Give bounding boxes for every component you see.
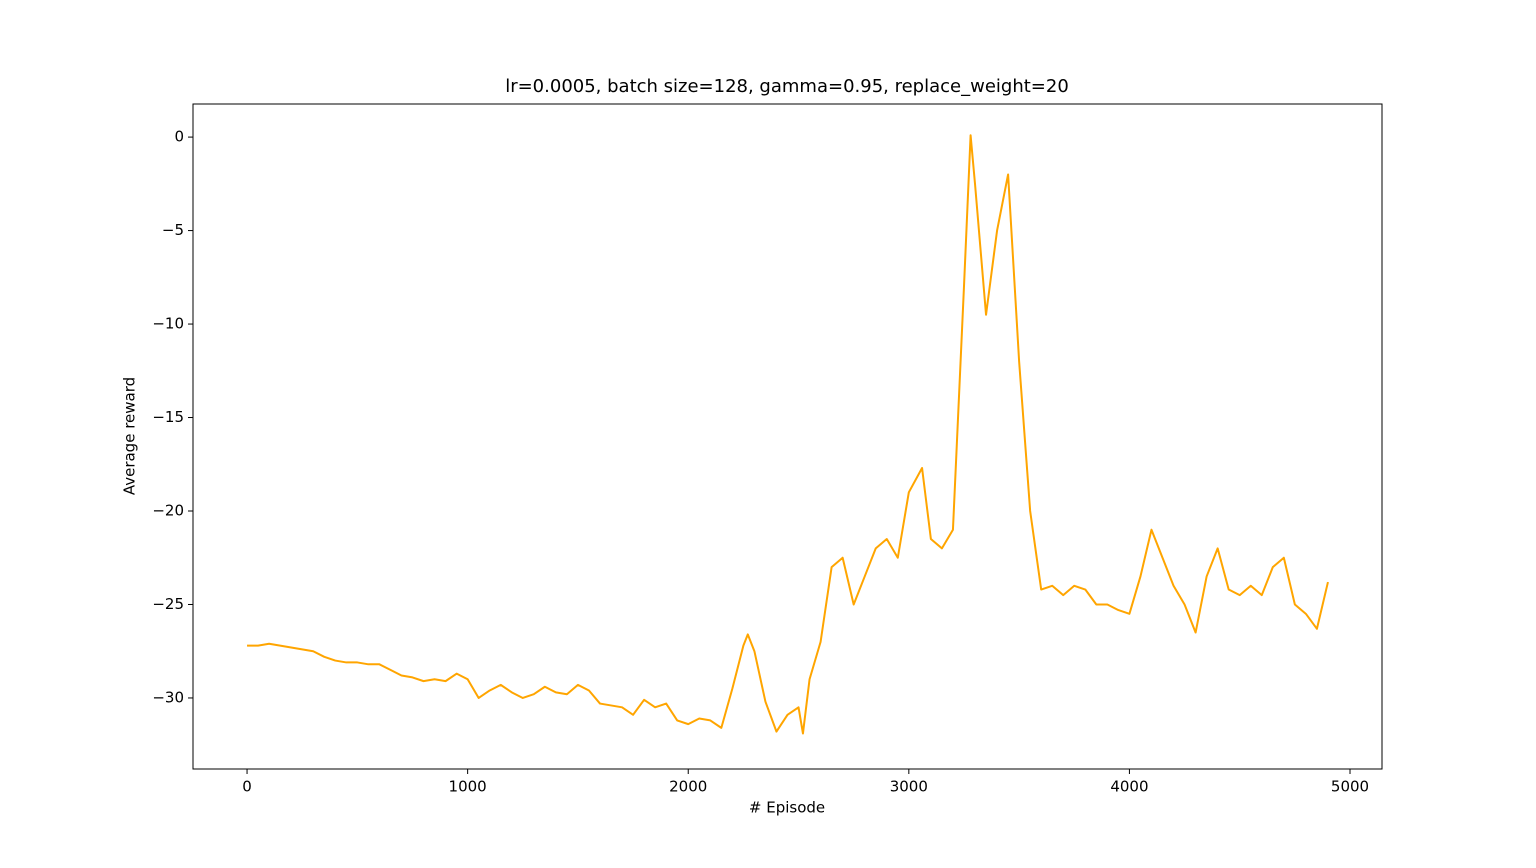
x-tick-label: 5000	[1331, 778, 1369, 796]
plot-frame	[192, 103, 1383, 770]
x-axis-label: # Episode	[749, 799, 825, 817]
y-tick-label: −5	[162, 221, 184, 239]
y-tick-label: −25	[152, 595, 184, 613]
x-tick-label: 2000	[669, 778, 707, 796]
x-tick-label: 1000	[449, 778, 487, 796]
y-axis-label: Average reward	[121, 377, 139, 495]
x-tick-label: 3000	[890, 778, 928, 796]
y-tick-label: −15	[152, 408, 184, 426]
line-series	[247, 134, 1329, 735]
y-tick-label: −30	[152, 688, 184, 706]
x-tick-label: 0	[242, 778, 252, 796]
y-tick-label: 0	[174, 128, 184, 146]
x-tick-label: 4000	[1110, 778, 1148, 796]
y-tick-label: −10	[152, 315, 184, 333]
chart-title: lr=0.0005, batch size=128, gamma=0.95, r…	[505, 76, 1069, 97]
y-tick-label: −20	[152, 502, 184, 520]
